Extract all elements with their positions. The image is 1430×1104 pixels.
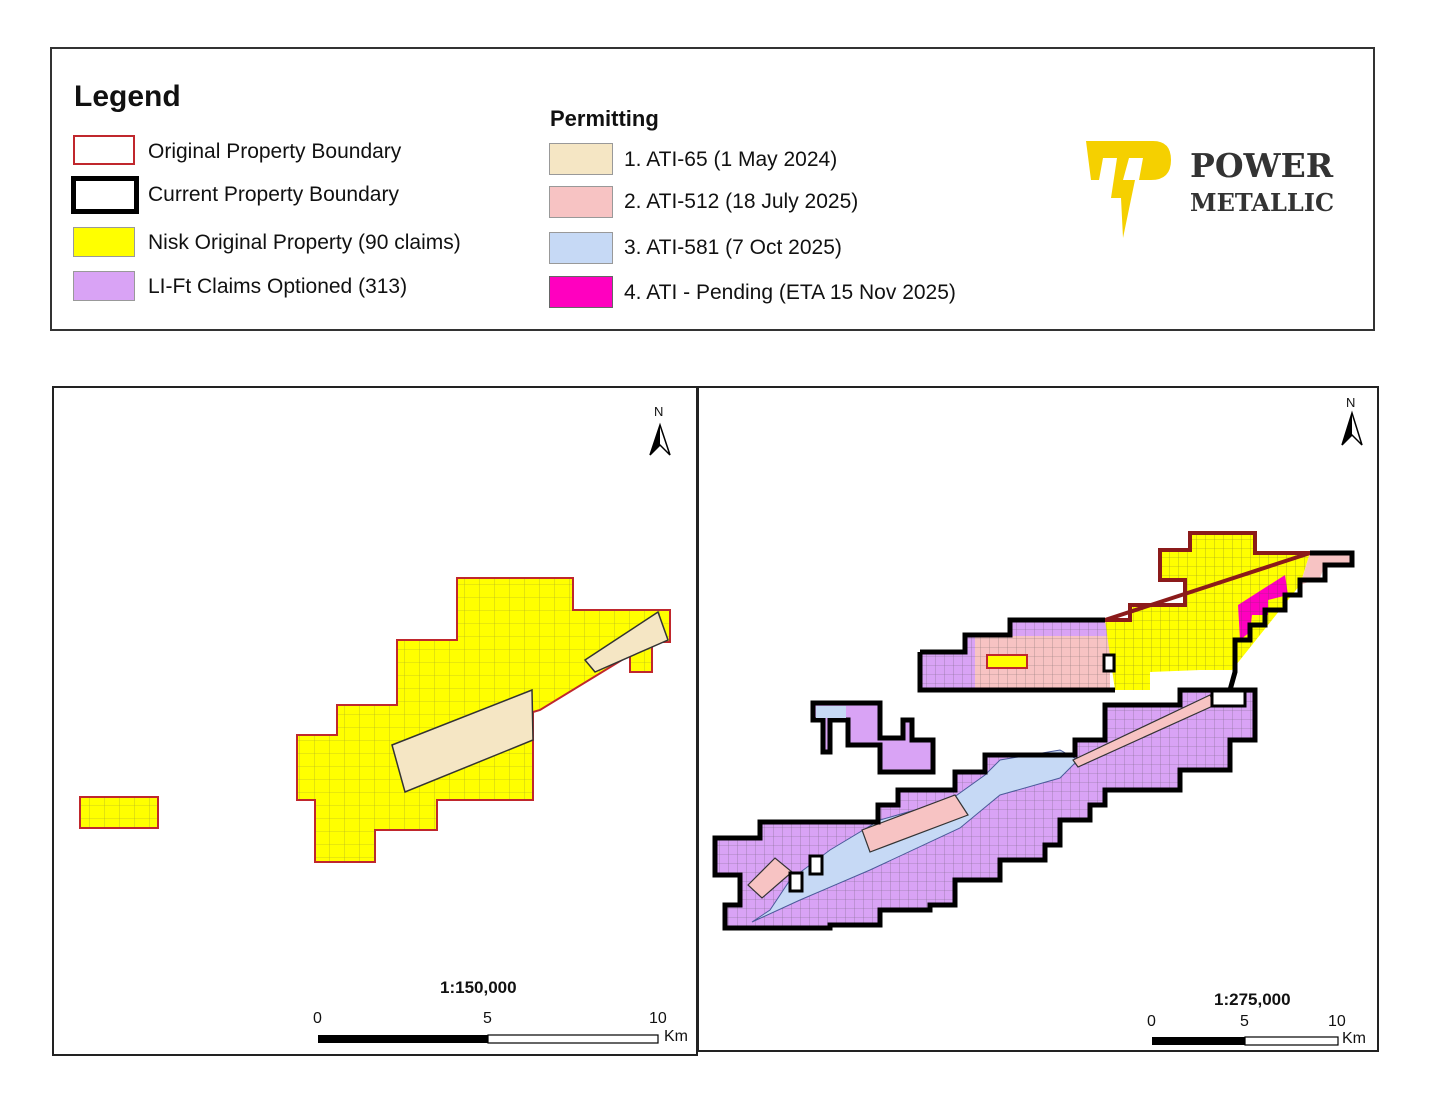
legend-label: Original Property Boundary: [148, 140, 402, 163]
legend-label: LI-Ft Claims Optioned (313): [148, 275, 408, 298]
power-metallic-logo-icon: [1086, 141, 1171, 238]
scale-ratio: 1:150,000: [440, 978, 517, 997]
scale-unit: Km: [1342, 1030, 1366, 1047]
ati-65-strip: [583, 610, 669, 673]
north-label: N: [1346, 395, 1356, 410]
swatch-nisk: [73, 227, 135, 257]
swatch-current-boundary: [71, 176, 139, 214]
legend-label: Current Property Boundary: [148, 183, 399, 206]
swatch-original-boundary: [73, 135, 135, 165]
permit-label: 3. ATI-581 (7 Oct 2025): [624, 236, 842, 259]
scale-ratio: 1:275,000: [1214, 990, 1291, 1009]
permitting-title: Permitting: [550, 106, 659, 131]
ati-65-area: [391, 688, 534, 794]
scale-tick: 5: [1240, 1013, 1249, 1030]
scale-tick: 10: [649, 1010, 667, 1027]
permit-label: 1. ATI-65 (1 May 2024): [624, 148, 838, 171]
swatch-ati-512: [549, 186, 613, 218]
permit-label: 4. ATI - Pending (ETA 15 Nov 2025): [624, 281, 956, 304]
scale-tick: 10: [1328, 1013, 1346, 1030]
swatch-lift: [73, 271, 135, 301]
right-map-panel: [697, 386, 1379, 1052]
north-label: N: [654, 404, 664, 419]
swatch-ati-65: [549, 143, 613, 175]
legend-panel: [50, 47, 1375, 331]
ati-512-strip-a: [861, 794, 969, 853]
logo-text-metallic: METALLIC: [1190, 188, 1335, 217]
legend-label: Nisk Original Property (90 claims): [148, 231, 461, 254]
scale-tick: 0: [1147, 1013, 1156, 1030]
logo-text-power: POWER: [1190, 146, 1334, 185]
scale-tick: 5: [483, 1010, 492, 1027]
scale-bar-right: [1152, 1036, 1339, 1046]
permit-label: 2. ATI-512 (18 July 2025): [624, 190, 859, 213]
swatch-ati-pending: [549, 276, 613, 308]
right-map-claims: [712, 531, 1355, 931]
left-map-claims: [79, 577, 671, 863]
swatch-ati-581: [549, 232, 613, 264]
lift-nw-block: [810, 700, 936, 775]
scale-bar-left: [318, 1034, 659, 1044]
scale-tick: 0: [313, 1010, 322, 1027]
scale-unit: Km: [664, 1028, 688, 1045]
legend-title: Legend: [74, 80, 181, 113]
